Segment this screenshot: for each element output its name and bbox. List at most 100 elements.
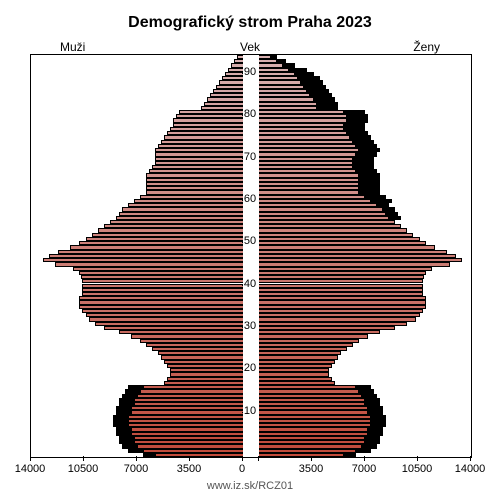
male-bar [152,165,243,169]
male-bar [43,258,243,262]
female-bar [259,131,347,135]
female-bar [259,241,426,245]
male-bar [116,216,243,220]
female-bar [259,173,359,177]
male-bar [137,394,243,398]
male-bar [82,279,243,283]
female-bar [259,216,389,220]
male-bar [95,322,243,326]
male-bar [79,305,243,309]
x-tick-label: 14000 [450,463,490,475]
female-bar [259,372,329,376]
female-bar [259,258,462,262]
male-bar [98,228,243,232]
male-bar [158,351,243,355]
x-tick [417,456,418,461]
male-bar [146,173,243,177]
male-bar [152,347,243,351]
female-bar [259,127,344,131]
male-bar [167,377,243,381]
female-bar [259,140,353,144]
female-bar [259,377,332,381]
male-bar [55,262,243,266]
female-bar [259,195,365,199]
male-bar [201,106,243,110]
female-bar [259,402,365,406]
female-bar [259,106,317,110]
female-bar [259,161,353,165]
female-bar [259,309,423,313]
x-tick [136,456,137,461]
y-tick-label: 40 [240,278,260,290]
female-bar [259,80,301,84]
female-bar [259,440,365,444]
male-bar [128,415,243,419]
female-bar [259,419,371,423]
female-bar [259,322,407,326]
male-bar [110,220,243,224]
male-bar [140,339,243,343]
female-bar [259,343,353,347]
x-tick-label: 0 [222,463,262,475]
female-bar [259,406,368,410]
male-bar [79,241,243,245]
female-bar [259,55,271,59]
male-bar [86,237,243,241]
x-tick [83,456,84,461]
male-bar [104,326,243,330]
male-bar [79,296,243,300]
female-bar [259,233,413,237]
female-bar [259,305,426,309]
male-bar [155,152,243,156]
male-bar [128,423,243,427]
male-bar [170,368,243,372]
male-bar [213,89,243,93]
population-pyramid-chart: Demografický strom Praha 2023 Muži Vek Ž… [0,0,500,500]
male-bar [104,224,243,228]
male-bar [128,203,243,207]
x-tick-label: 10500 [63,463,103,475]
male-bar [167,364,243,368]
male-bar [219,80,243,84]
female-bar [259,114,347,118]
footer-source: www.iz.sk/RCZ01 [0,480,500,492]
female-bar [259,72,295,76]
male-bar [128,419,243,423]
female-bar [259,389,359,393]
female-bar [259,97,314,101]
male-bar [49,254,243,258]
male-bar [167,131,243,135]
male-bar [86,313,243,317]
x-tick [470,456,471,461]
y-tick-label: 90 [240,66,260,78]
y-tick-label: 50 [240,235,260,247]
female-bar [259,432,368,436]
x-tick [258,456,259,461]
y-tick-label: 30 [240,320,260,332]
female-bar [259,368,329,372]
male-bar [58,250,243,254]
male-bar [173,123,243,127]
male-bar [79,271,243,275]
male-bar [140,389,243,393]
x-tick-label: 3500 [169,463,209,475]
female-bar [259,190,359,194]
male-bar [82,284,243,288]
female-bar [259,254,456,258]
female-bar [259,292,423,296]
x-tick-label: 3500 [291,463,331,475]
female-bar [259,313,420,317]
female-bar [259,385,356,389]
male-bar [131,410,243,414]
female-bar [259,453,344,457]
female-bar [259,423,371,427]
female-bar [259,220,395,224]
y-tick-label: 80 [240,108,260,120]
male-bar [146,190,243,194]
x-tick [364,456,365,461]
male-bar [131,427,243,431]
female-bar [259,279,423,283]
male-bar [70,245,243,249]
male-bar [137,444,243,448]
female-bar [259,169,356,173]
